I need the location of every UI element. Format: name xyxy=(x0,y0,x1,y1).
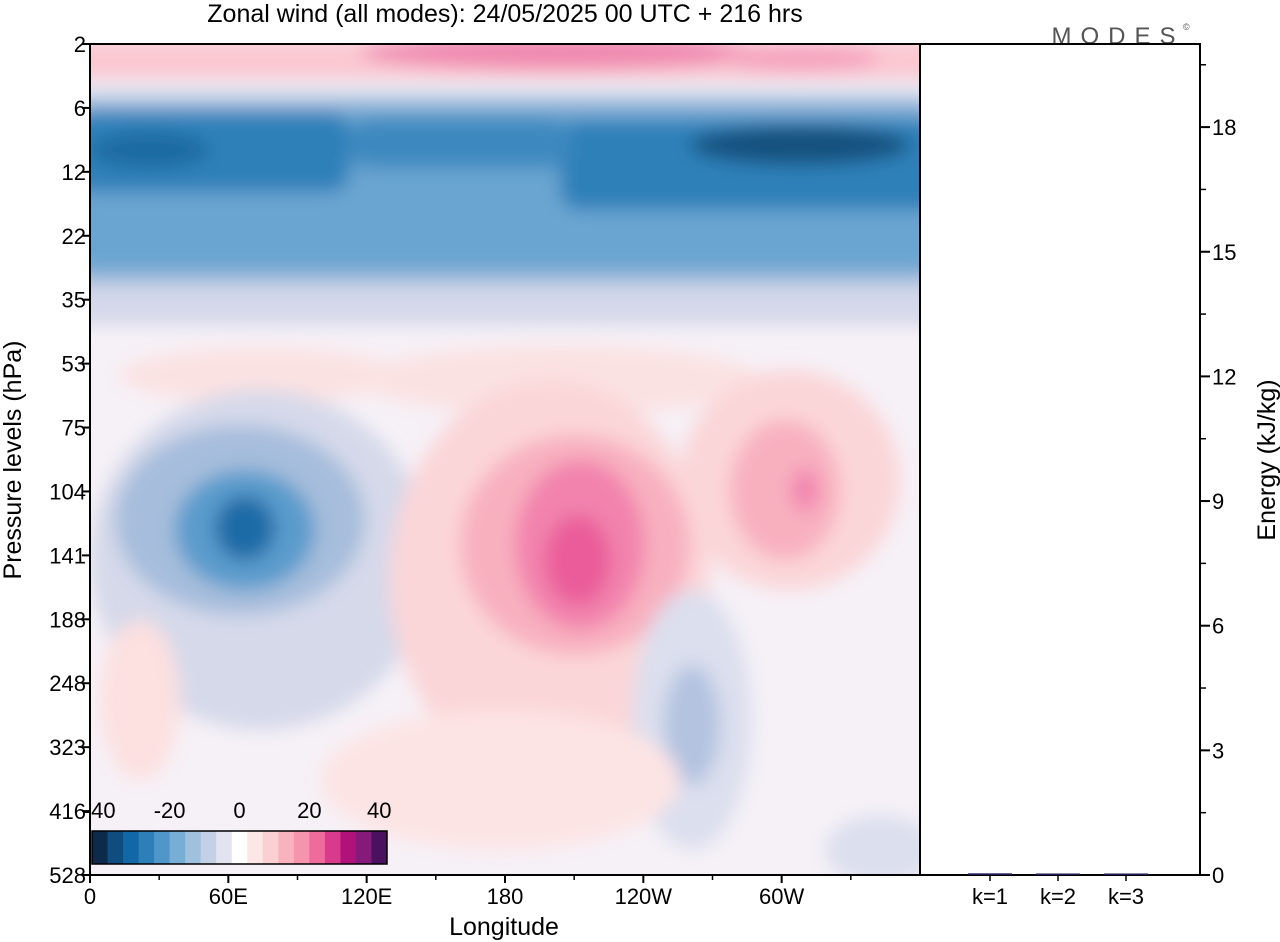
stratopause-westerly-core-2 xyxy=(720,44,880,72)
energy-y-ticks: 0 3 6 9 12 15 18 xyxy=(1200,64,1236,888)
low-westerly-left xyxy=(100,620,180,780)
colorbar-tick-label: 0 xyxy=(233,798,245,823)
colorbar-swatch xyxy=(231,831,248,864)
y-tick-label: 188 xyxy=(49,607,86,632)
energy-tick-label: 15 xyxy=(1212,240,1236,265)
energy-panel-frame xyxy=(919,43,1201,876)
colorbar-swatch xyxy=(309,831,326,864)
x-tick-label: 0 xyxy=(84,884,96,909)
energy-tick-label: 3 xyxy=(1212,738,1224,763)
y-tick-label: 2 xyxy=(74,32,86,57)
colorbar-tick-label: -40 xyxy=(84,798,116,823)
energy-tick-label: 18 xyxy=(1212,115,1236,140)
energy-axis-label: Energy (kJ/kg) xyxy=(1253,379,1280,540)
colorbar-swatch xyxy=(216,831,233,864)
y-tick-label: 141 xyxy=(49,543,86,568)
colorbar-swatch xyxy=(340,831,357,864)
colorbar-swatch xyxy=(154,831,171,864)
colorbar-tick-labels: -40 -20 0 20 40 xyxy=(84,798,392,823)
midlevel-westerly-left xyxy=(120,347,400,403)
energy-tick-label: 6 xyxy=(1212,614,1224,639)
colorbar-swatch xyxy=(107,831,124,864)
y-tick-label: 6 xyxy=(74,96,86,121)
colorbar-swatch xyxy=(200,831,217,864)
x-tick-label: 120E xyxy=(341,884,392,909)
energy-bar xyxy=(1104,873,1148,875)
y-axis-label: Pressure levels (hPa) xyxy=(0,341,27,580)
y-tick-label: 323 xyxy=(49,735,86,760)
energy-tick-label: 9 xyxy=(1212,489,1224,514)
energy-panel: 0 3 6 9 12 15 18 k=1 k=2 k=3 Energy (kJ/kg) xyxy=(919,43,1280,909)
zonal-wind-heatmap xyxy=(90,44,920,875)
easterly-jet-core-2 xyxy=(90,132,210,168)
right-westerly-core xyxy=(791,468,819,512)
colorbar-tick-label: 40 xyxy=(367,798,391,823)
y-tick-label: 104 xyxy=(49,479,86,504)
y-tick-label: 53 xyxy=(62,352,86,377)
midlevel-westerly-right xyxy=(360,345,760,415)
colorbar-swatch xyxy=(185,831,202,864)
low-westerly-center xyxy=(320,710,680,850)
colorbar: -40 -20 0 20 40 xyxy=(84,798,392,865)
colorbar-swatch xyxy=(123,831,140,864)
y-tick-label: 248 xyxy=(49,671,86,696)
energy-bar xyxy=(968,873,1012,875)
weak-easterly-core xyxy=(664,665,720,785)
energy-x-label: k=1 xyxy=(972,884,1008,909)
easterly-jet-inner-3 xyxy=(350,118,570,168)
colorbar-swatch xyxy=(355,831,372,864)
colorbar-swatch xyxy=(262,831,279,864)
x-tick-label: 60E xyxy=(209,884,248,909)
y-tick-label: 12 xyxy=(62,160,86,185)
energy-bars xyxy=(968,873,1148,875)
colorbar-swatch xyxy=(324,831,341,864)
x-axis-label: Longitude xyxy=(449,913,559,941)
stratopause-westerly-core xyxy=(360,44,760,70)
colorbar-tick-label: 20 xyxy=(297,798,321,823)
y-tick-label: 35 xyxy=(62,288,86,313)
colorbar-tick-label: -20 xyxy=(154,798,186,823)
easterly-jet-inner xyxy=(90,112,350,192)
x-axis-ticks: 0 60E 120E 180 120W 60W xyxy=(84,875,852,909)
energy-tick-label: 12 xyxy=(1212,364,1236,389)
energy-x-label: k=3 xyxy=(1108,884,1144,909)
colorbar-swatch xyxy=(247,831,264,864)
x-tick-label: 60W xyxy=(759,884,804,909)
trop-westerly-core xyxy=(545,515,611,605)
y-tick-label: 416 xyxy=(49,799,86,824)
colorbar-swatch xyxy=(371,831,388,864)
x-tick-label: 120W xyxy=(615,884,673,909)
chart-title: Zonal wind (all modes): 24/05/2025 00 UT… xyxy=(207,0,802,28)
jet-lower-fringe xyxy=(90,285,920,325)
y-axis-levels: 2 6 12 22 35 53 75 104 141 188 248 323 416 528 xyxy=(49,32,90,888)
trop-easterly-core xyxy=(215,496,275,560)
low-easterly-right xyxy=(825,815,920,875)
colorbar-swatch xyxy=(92,831,109,864)
right-westerly-mid xyxy=(730,420,840,560)
energy-tick-label: 0 xyxy=(1212,863,1224,888)
y-tick-label: 75 xyxy=(62,416,86,441)
colorbar-swatch xyxy=(169,831,186,864)
colorbar-swatches xyxy=(92,831,388,864)
x-tick-label: 180 xyxy=(487,884,524,909)
colorbar-swatch xyxy=(293,831,310,864)
energy-x-label: k=2 xyxy=(1040,884,1076,909)
modes-logo-mark: © xyxy=(1183,22,1190,32)
colorbar-frame xyxy=(91,830,388,865)
y-tick-label: 528 xyxy=(49,863,86,888)
easterly-jet-core xyxy=(690,125,910,165)
energy-x-labels: k=1 k=2 k=3 xyxy=(972,875,1144,909)
y-tick-label: 22 xyxy=(62,224,86,249)
energy-bar xyxy=(1036,873,1080,875)
colorbar-swatch xyxy=(278,831,295,864)
colorbar-swatch xyxy=(138,831,155,864)
